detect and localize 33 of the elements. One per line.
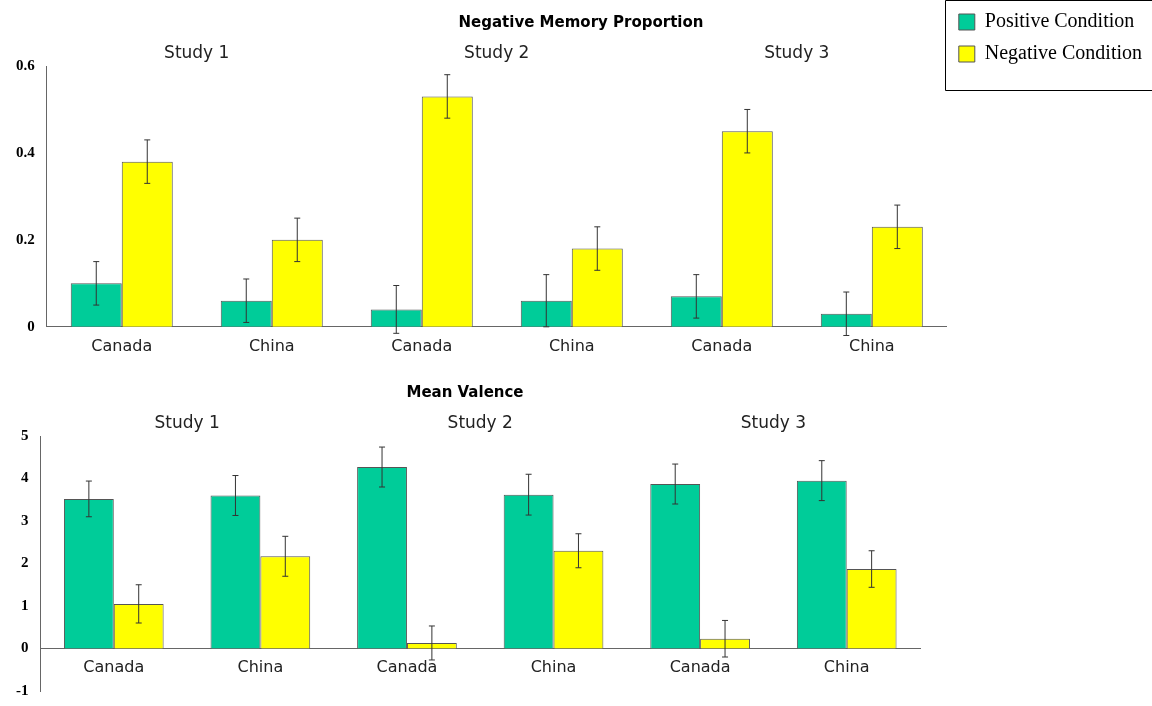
y-tick-label: 0 [27,317,35,334]
y-tick-label: 0 [21,639,29,656]
y-tick-label: -1 [16,681,29,698]
x-tick-label: Canada [669,657,731,677]
y-tick-label: 0.4 [16,143,36,160]
y-tick-label: 0.6 [16,56,36,73]
x-tick-label: China [530,657,577,677]
x-tick-label: China [848,335,895,355]
chart-title: Mean Valence [406,382,524,401]
y-tick-label: 5 [21,426,29,443]
y-tick-label: 2 [21,554,29,571]
x-tick-label: Canada [391,335,453,355]
y-tick-label: 3 [21,511,29,528]
text: Study 3 [764,41,830,62]
x-tick-label: Canada [83,657,145,677]
y-tick-label: 0.2 [16,230,35,247]
x-tick-label: Canada [91,335,153,355]
text: Study 1 [154,411,220,432]
x-tick-label: China [237,657,284,677]
text: Study 3 [740,411,807,432]
text: Study 2 [464,41,530,62]
y-tick-label: 1 [21,596,29,613]
text: Study 1 [164,41,230,62]
legend-label: Negative Condition [984,41,1143,65]
text: Study 2 [447,411,513,432]
chart-title: Negative Memory Proportion [458,12,704,31]
x-tick-label: China [548,335,595,355]
x-tick-label: China [248,335,295,355]
y-tick-label: 4 [21,469,29,486]
x-tick-label: Canada [691,335,753,355]
x-tick-label: Canada [376,657,438,677]
legend-label: Positive Condition [984,9,1135,32]
x-tick-label: China [823,657,870,677]
